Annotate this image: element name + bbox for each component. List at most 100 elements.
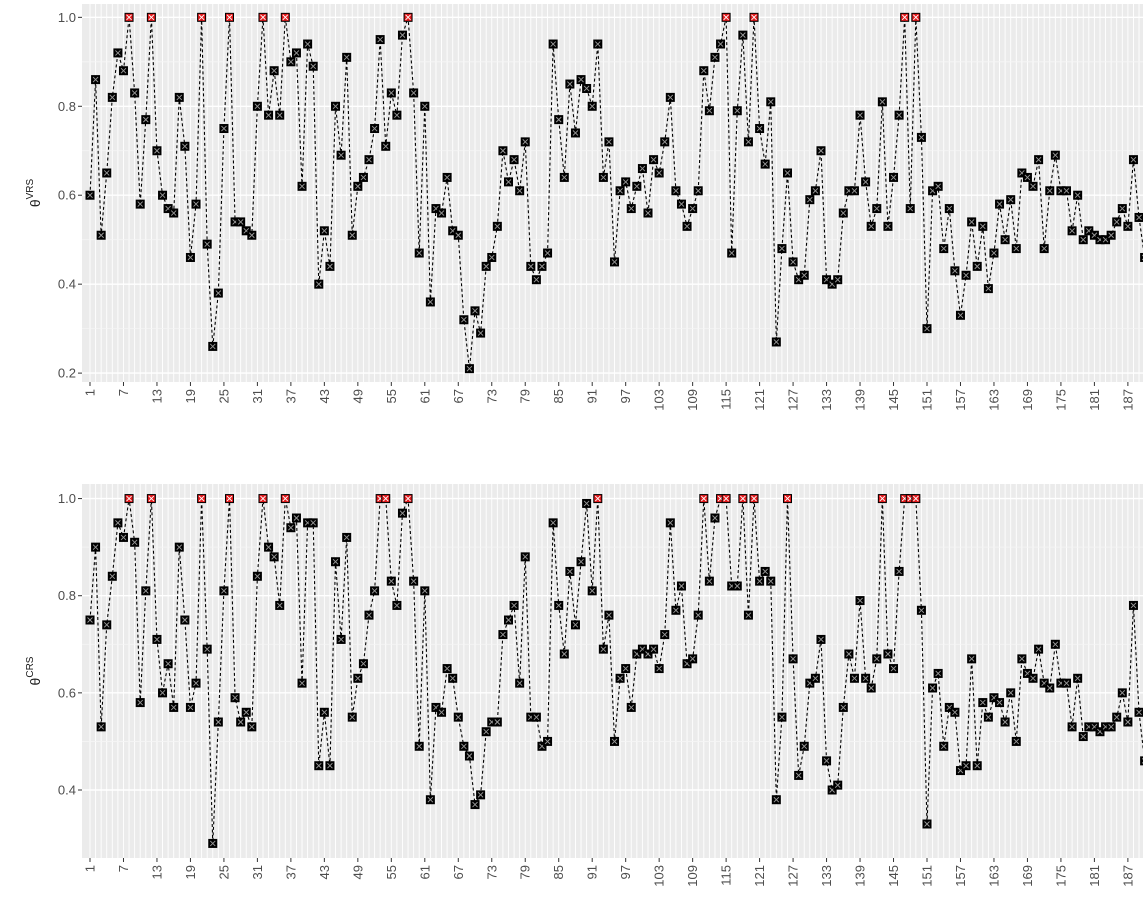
- data-point: [364, 610, 374, 620]
- data-point: [286, 57, 296, 67]
- data-point: [983, 284, 993, 294]
- data-point: [481, 261, 491, 271]
- data-point: [810, 186, 820, 196]
- x-tick-label: 133: [819, 865, 834, 887]
- data-point: [972, 761, 982, 771]
- x-tick-label: 37: [283, 389, 298, 403]
- x-tick-label: 151: [920, 865, 935, 887]
- data-point: [604, 610, 614, 620]
- data-point: [437, 208, 447, 218]
- data-point: [833, 275, 843, 285]
- data-point: [816, 146, 826, 156]
- efficient-data-point: [403, 494, 413, 504]
- data-point: [504, 615, 513, 625]
- data-point: [247, 722, 257, 732]
- x-tick-label: 43: [317, 865, 332, 879]
- data-point: [213, 288, 223, 298]
- data-point: [610, 257, 620, 267]
- data-point: [526, 261, 536, 271]
- data-point: [464, 751, 474, 761]
- x-tick-label: 1: [83, 865, 98, 872]
- x-tick-label: 175: [1053, 389, 1068, 411]
- data-point: [191, 199, 201, 209]
- data-point: [102, 168, 112, 178]
- efficient-data-point: [783, 494, 792, 504]
- data-point: [939, 741, 949, 751]
- data-point: [174, 542, 184, 552]
- data-point: [85, 190, 95, 200]
- data-point: [481, 727, 491, 737]
- data-point: [771, 337, 781, 347]
- data-point: [844, 649, 854, 659]
- data-point: [113, 518, 123, 528]
- data-point: [704, 106, 714, 116]
- efficient-data-point: [146, 494, 156, 504]
- data-point: [693, 186, 703, 196]
- data-point: [665, 92, 675, 102]
- data-point: [626, 204, 636, 214]
- data-point: [877, 97, 887, 107]
- data-point: [459, 741, 469, 751]
- x-tick-label: 7: [116, 865, 131, 872]
- data-point: [1067, 226, 1077, 236]
- efficient-data-point: [124, 12, 134, 22]
- data-point: [409, 88, 419, 98]
- data-point: [1011, 244, 1021, 254]
- data-point: [1073, 673, 1083, 683]
- data-point: [978, 221, 988, 231]
- data-point: [766, 97, 776, 107]
- efficient-data-point: [258, 12, 268, 22]
- data-point: [347, 230, 357, 240]
- data-point: [386, 88, 396, 98]
- x-tick-label: 61: [417, 389, 432, 403]
- data-point: [922, 324, 932, 334]
- x-tick-label: 25: [216, 389, 231, 403]
- data-point: [1034, 155, 1044, 165]
- data-point: [688, 204, 698, 214]
- x-tick-label: 103: [652, 865, 667, 887]
- data-point: [771, 795, 781, 805]
- data-point: [766, 576, 776, 586]
- data-point: [682, 221, 692, 231]
- chart-panel-vrs: 0.2 0.4 0.6 0.8 1.0 1 7 13 19 25 31 37 43 49 55 61 67 73…: [25, 4, 1143, 411]
- y-axis-title: θVRS: [25, 178, 43, 207]
- x-tick-label: 7: [116, 389, 131, 396]
- x-tick-label: 31: [250, 865, 265, 879]
- data-point: [1022, 172, 1032, 182]
- data-point: [180, 141, 190, 151]
- data-point: [1112, 217, 1122, 227]
- data-point: [135, 199, 145, 209]
- x-tick-label: 103: [652, 389, 667, 411]
- data-point: [1123, 221, 1133, 231]
- data-point: [453, 712, 463, 722]
- data-point: [470, 306, 480, 316]
- efficient-data-point: [225, 494, 234, 504]
- data-point: [219, 124, 229, 134]
- data-point: [397, 30, 407, 40]
- efficient-data-point: [258, 494, 268, 504]
- data-point: [543, 736, 553, 746]
- data-point: [336, 634, 346, 644]
- data-point: [615, 673, 625, 683]
- chart-panel-crs: 0.4 0.6 0.8 1.0 1 7 13 19 25 31 37 43 49 55 61 67 73 79 8…: [25, 484, 1143, 887]
- data-point: [1039, 244, 1049, 254]
- data-point: [152, 634, 162, 644]
- efficient-data-point: [280, 494, 290, 504]
- x-tick-label: 109: [685, 389, 700, 411]
- data-point: [883, 649, 893, 659]
- data-point: [788, 257, 798, 267]
- x-tick-label: 139: [853, 389, 868, 411]
- data-point: [916, 132, 926, 142]
- x-tick-label: 55: [384, 865, 399, 879]
- data-point: [509, 155, 519, 165]
- x-tick-label: 181: [1087, 865, 1102, 887]
- data-point: [130, 537, 140, 547]
- data-point: [989, 248, 999, 258]
- data-point: [872, 204, 882, 214]
- data-point: [437, 707, 447, 717]
- efficient-data-point: [197, 12, 207, 22]
- x-tick-label: 43: [317, 389, 332, 403]
- data-point: [861, 673, 871, 683]
- data-point: [442, 664, 452, 674]
- data-point: [520, 137, 530, 147]
